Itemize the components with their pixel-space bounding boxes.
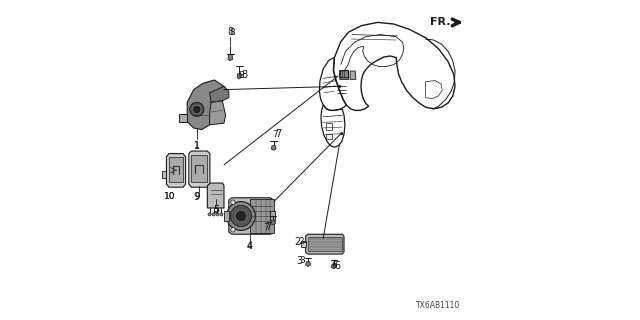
Polygon shape [161,171,166,178]
Circle shape [227,202,255,230]
Circle shape [189,102,204,116]
Polygon shape [210,101,226,125]
Circle shape [231,228,236,232]
Text: 7: 7 [275,129,282,140]
Polygon shape [187,80,224,130]
Text: 8: 8 [227,27,234,37]
Polygon shape [189,151,210,187]
Circle shape [231,200,236,204]
Circle shape [212,213,215,216]
Text: TX6AB1110: TX6AB1110 [416,301,461,310]
Circle shape [340,132,343,135]
Polygon shape [210,86,229,102]
Text: 2: 2 [298,237,303,246]
Text: 3: 3 [300,256,305,265]
Polygon shape [229,198,274,234]
Polygon shape [306,262,311,267]
Polygon shape [306,234,344,254]
Polygon shape [207,183,224,208]
Polygon shape [224,211,229,221]
Text: 6: 6 [334,260,340,271]
Polygon shape [332,264,337,269]
Polygon shape [270,220,275,225]
Circle shape [230,205,252,227]
Text: 4: 4 [246,241,253,252]
Circle shape [236,210,247,222]
Text: 1: 1 [194,141,200,150]
Polygon shape [270,211,275,221]
Circle shape [339,85,341,88]
Text: 10: 10 [164,192,175,201]
Text: 4: 4 [247,242,252,251]
Text: 10: 10 [164,192,175,201]
Polygon shape [350,71,356,79]
Polygon shape [169,157,183,182]
Text: 9: 9 [194,192,200,201]
Text: 1: 1 [194,140,200,151]
Polygon shape [237,74,242,79]
Text: 5: 5 [213,204,219,215]
Text: 8: 8 [242,70,248,80]
Circle shape [220,213,223,216]
Circle shape [208,213,211,216]
Polygon shape [271,146,276,150]
Polygon shape [179,114,187,122]
Circle shape [193,105,201,114]
Text: 8: 8 [229,28,235,36]
Text: FR.: FR. [429,17,451,28]
Text: 7: 7 [273,130,278,139]
Polygon shape [340,70,349,79]
Polygon shape [166,154,186,187]
Polygon shape [250,199,274,233]
Text: 6: 6 [332,261,337,270]
Text: 5: 5 [213,205,219,214]
Text: 8: 8 [239,71,244,80]
Polygon shape [308,237,342,251]
Polygon shape [228,54,233,61]
Text: 7: 7 [263,223,268,232]
Circle shape [216,213,219,216]
Text: 2: 2 [294,236,301,247]
Text: 3: 3 [296,256,302,266]
Text: 9: 9 [194,192,200,202]
Polygon shape [191,155,207,182]
Text: 7: 7 [266,222,272,232]
Polygon shape [301,241,306,247]
